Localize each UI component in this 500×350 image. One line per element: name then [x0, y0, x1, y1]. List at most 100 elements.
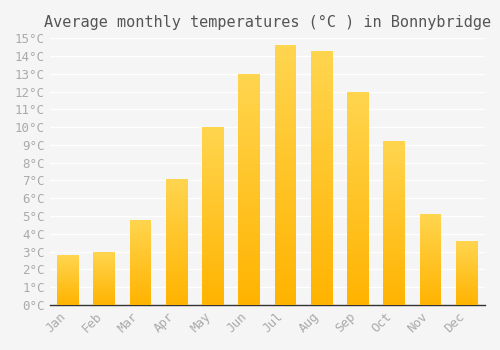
Bar — [274, 74, 296, 76]
Bar — [456, 258, 477, 259]
Bar — [311, 183, 332, 186]
Bar — [456, 249, 477, 250]
Bar — [130, 266, 152, 267]
Bar — [166, 299, 188, 300]
Bar — [130, 240, 152, 241]
Bar — [311, 221, 332, 224]
Bar — [130, 254, 152, 255]
Bar — [166, 225, 188, 227]
Bar — [202, 243, 224, 245]
Bar — [274, 180, 296, 183]
Bar — [166, 215, 188, 217]
Bar — [202, 172, 224, 173]
Bar — [384, 222, 405, 223]
Bar — [130, 300, 152, 301]
Bar — [202, 232, 224, 234]
Bar — [274, 56, 296, 58]
Bar — [130, 251, 152, 252]
Bar — [238, 226, 260, 229]
Bar — [94, 284, 115, 285]
Bar — [202, 127, 224, 129]
Bar — [238, 199, 260, 201]
Bar — [274, 227, 296, 230]
Bar — [420, 238, 442, 239]
Bar — [311, 89, 332, 91]
Bar — [347, 98, 369, 100]
Bar — [384, 287, 405, 289]
Bar — [384, 158, 405, 159]
Bar — [202, 255, 224, 257]
Bar — [384, 292, 405, 294]
Bar — [130, 282, 152, 283]
Bar — [311, 71, 332, 74]
Bar — [384, 161, 405, 163]
Bar — [274, 178, 296, 180]
Bar — [166, 280, 188, 281]
Bar — [456, 296, 477, 297]
Bar — [420, 257, 442, 258]
Bar — [274, 103, 296, 105]
Bar — [130, 304, 152, 305]
Bar — [57, 286, 79, 287]
Bar — [456, 268, 477, 269]
Bar — [94, 273, 115, 274]
Bar — [57, 292, 79, 293]
Bar — [238, 300, 260, 303]
Bar — [166, 276, 188, 277]
Bar — [130, 302, 152, 303]
Bar — [274, 183, 296, 186]
Bar — [130, 293, 152, 294]
Bar — [456, 253, 477, 254]
Bar — [57, 300, 79, 301]
Bar — [420, 241, 442, 243]
Bar — [311, 267, 332, 270]
Bar — [311, 282, 332, 285]
Bar — [166, 273, 188, 275]
Bar — [420, 234, 442, 235]
Bar — [202, 271, 224, 273]
Bar — [384, 280, 405, 282]
Bar — [130, 227, 152, 228]
Bar — [130, 235, 152, 236]
Bar — [238, 104, 260, 106]
Bar — [274, 134, 296, 136]
Bar — [420, 293, 442, 294]
Bar — [384, 220, 405, 222]
Bar — [202, 268, 224, 270]
Bar — [456, 298, 477, 299]
Bar — [238, 205, 260, 208]
Bar — [456, 273, 477, 274]
Bar — [274, 279, 296, 282]
Bar — [420, 277, 442, 278]
Bar — [130, 245, 152, 246]
Bar — [166, 247, 188, 248]
Bar — [420, 226, 442, 227]
Bar — [166, 219, 188, 220]
Bar — [384, 173, 405, 174]
Bar — [384, 192, 405, 194]
Bar — [420, 259, 442, 260]
Bar — [238, 173, 260, 175]
Bar — [94, 298, 115, 299]
Bar — [456, 247, 477, 248]
Bar — [57, 280, 79, 281]
Bar — [166, 186, 188, 188]
Bar — [166, 181, 188, 182]
Bar — [202, 134, 224, 136]
Bar — [384, 271, 405, 272]
Bar — [384, 159, 405, 161]
Bar — [384, 264, 405, 266]
Bar — [238, 175, 260, 178]
Bar — [347, 91, 369, 94]
Bar — [347, 254, 369, 256]
Bar — [274, 71, 296, 74]
Bar — [274, 167, 296, 170]
Bar — [274, 284, 296, 287]
Bar — [166, 220, 188, 222]
Bar — [202, 246, 224, 248]
Bar — [347, 134, 369, 136]
Bar — [420, 247, 442, 248]
Bar — [347, 126, 369, 128]
Bar — [238, 231, 260, 233]
Bar — [166, 287, 188, 289]
